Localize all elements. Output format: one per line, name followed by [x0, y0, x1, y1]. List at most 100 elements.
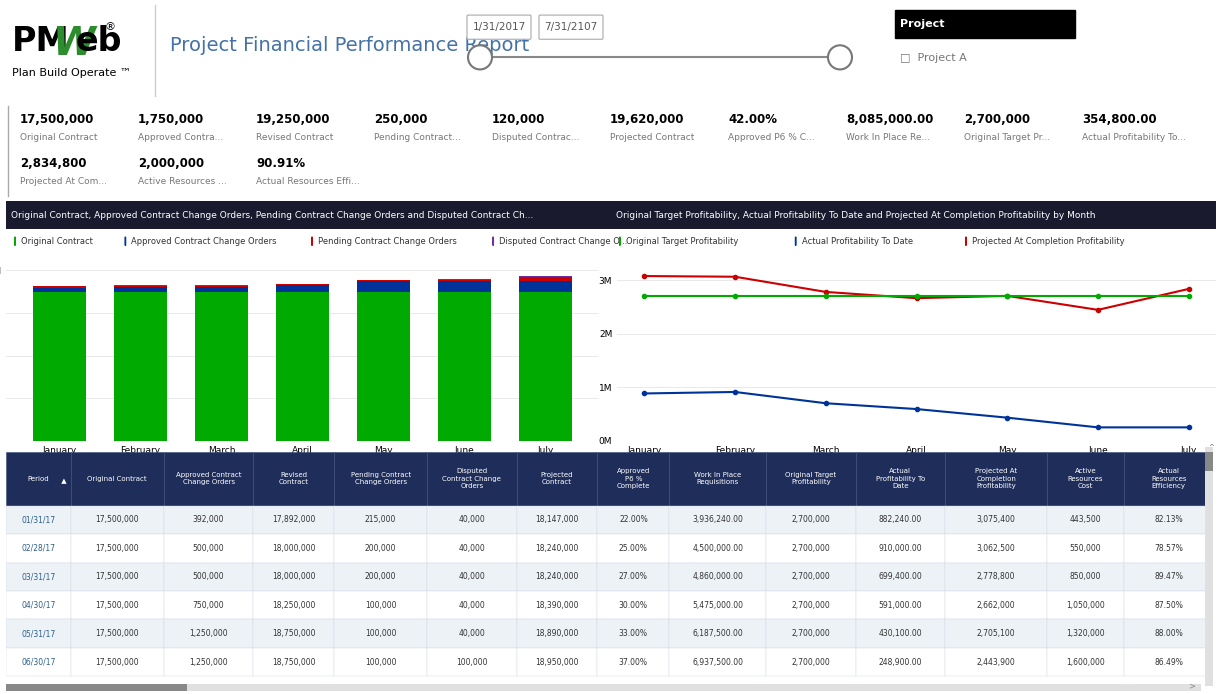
Text: Projected
Contract: Projected Contract — [541, 472, 573, 485]
Bar — [895, 10, 1075, 38]
Text: 120,000: 120,000 — [492, 112, 545, 126]
Text: 248,900.00: 248,900.00 — [879, 658, 923, 667]
Bar — [1047, 506, 1124, 534]
Text: W: W — [53, 25, 95, 63]
Bar — [164, 452, 253, 506]
Bar — [766, 648, 855, 677]
Text: 882,240.00: 882,240.00 — [879, 516, 923, 525]
Text: 100,000: 100,000 — [456, 658, 488, 667]
FancyBboxPatch shape — [467, 15, 532, 40]
Text: 2,700,000: 2,700,000 — [792, 658, 831, 667]
Text: 17,500,000: 17,500,000 — [95, 658, 139, 667]
Text: 2,778,800: 2,778,800 — [976, 573, 1015, 582]
Text: Original Contract: Original Contract — [88, 475, 147, 482]
Bar — [519, 281, 572, 291]
Bar — [519, 291, 572, 441]
Text: Actual Profitability To...: Actual Profitability To... — [1081, 133, 1187, 142]
Bar — [253, 506, 334, 534]
Bar — [428, 534, 517, 563]
Text: 215,000: 215,000 — [365, 516, 396, 525]
Bar — [855, 506, 945, 534]
Text: 2,705,100: 2,705,100 — [976, 629, 1015, 638]
Text: 100,000: 100,000 — [365, 629, 396, 638]
Bar — [6, 684, 187, 691]
Bar — [6, 648, 71, 677]
Text: Approved Contra...: Approved Contra... — [138, 133, 224, 142]
Text: Plan Build Operate ™: Plan Build Operate ™ — [12, 69, 131, 78]
Text: 87.50%: 87.50% — [1155, 601, 1183, 610]
Bar — [164, 620, 253, 648]
Bar — [598, 563, 670, 591]
Bar — [6, 563, 71, 591]
Text: 04/30/17: 04/30/17 — [21, 601, 55, 610]
Bar — [6, 534, 71, 563]
Text: 100,000: 100,000 — [365, 658, 396, 667]
Bar — [114, 287, 166, 291]
Bar — [1047, 591, 1124, 620]
Text: Actual Resources Effi...: Actual Resources Effi... — [255, 177, 359, 186]
Text: 3,936,240.00: 3,936,240.00 — [693, 516, 743, 525]
Bar — [428, 506, 517, 534]
Text: 2,700,000: 2,700,000 — [792, 573, 831, 582]
Bar — [253, 563, 334, 591]
Text: Work In Place
Requisitions: Work In Place Requisitions — [694, 472, 742, 485]
Text: Actual Profitability To Date: Actual Profitability To Date — [802, 237, 913, 246]
Bar — [517, 563, 598, 591]
Text: 18,250,000: 18,250,000 — [273, 601, 315, 610]
Text: 850,000: 850,000 — [1069, 573, 1101, 582]
Text: 7/31/2107: 7/31/2107 — [544, 22, 598, 32]
Bar — [1124, 563, 1213, 591]
Text: Projected At Completion Profitability: Projected At Completion Profitability — [971, 237, 1124, 246]
Bar — [196, 287, 248, 291]
Bar — [6, 684, 1201, 691]
Text: Original Target Profitability, Actual Profitability To Date and Projected At Com: Original Target Profitability, Actual Pr… — [616, 211, 1095, 219]
Text: 3,075,400: 3,075,400 — [976, 516, 1015, 525]
Text: Original Target
Profitability: Original Target Profitability — [786, 472, 837, 485]
Bar — [598, 452, 670, 506]
Bar — [519, 277, 572, 281]
Bar — [276, 285, 329, 291]
Bar — [164, 534, 253, 563]
Text: 18,000,000: 18,000,000 — [273, 544, 315, 553]
Text: ^: ^ — [1209, 444, 1215, 450]
Bar — [6, 620, 71, 648]
Bar — [598, 620, 670, 648]
Bar — [334, 506, 428, 534]
Text: Pending Contract Change Orders: Pending Contract Change Orders — [318, 237, 457, 246]
Bar — [33, 291, 86, 441]
Bar — [517, 534, 598, 563]
Text: 2,000,000: 2,000,000 — [138, 157, 204, 170]
Bar — [357, 281, 409, 291]
Text: Original Target Pr...: Original Target Pr... — [964, 133, 1050, 142]
Text: Approved Contract Change Orders: Approved Contract Change Orders — [131, 237, 277, 246]
Text: 40,000: 40,000 — [458, 516, 485, 525]
Text: 02/28/17: 02/28/17 — [22, 544, 55, 553]
Bar — [517, 452, 598, 506]
Bar — [33, 287, 86, 288]
Bar — [114, 286, 166, 287]
Bar — [945, 648, 1047, 677]
Text: Actual
Resources
Efficiency: Actual Resources Efficiency — [1151, 468, 1187, 489]
Text: 443,500: 443,500 — [1069, 516, 1101, 525]
Text: >: > — [1188, 682, 1195, 691]
Text: 500,000: 500,000 — [193, 544, 225, 553]
Bar — [517, 591, 598, 620]
Text: eb: eb — [76, 25, 122, 58]
Bar — [6, 452, 71, 506]
Bar — [439, 279, 491, 280]
Bar — [855, 648, 945, 677]
Text: Pending Contract...: Pending Contract... — [374, 133, 461, 142]
Text: 2,700,000: 2,700,000 — [792, 544, 831, 553]
Bar — [71, 534, 164, 563]
Text: ®: ® — [105, 22, 116, 32]
Text: 5,475,000.00: 5,475,000.00 — [693, 601, 743, 610]
Text: 430,100.00: 430,100.00 — [879, 629, 923, 638]
Bar — [766, 563, 855, 591]
Text: 30.00%: 30.00% — [618, 601, 648, 610]
Bar — [428, 591, 517, 620]
Text: 2,443,900: 2,443,900 — [976, 658, 1015, 667]
Bar — [670, 591, 766, 620]
Bar — [766, 506, 855, 534]
Bar — [1047, 648, 1124, 677]
Bar — [71, 591, 164, 620]
